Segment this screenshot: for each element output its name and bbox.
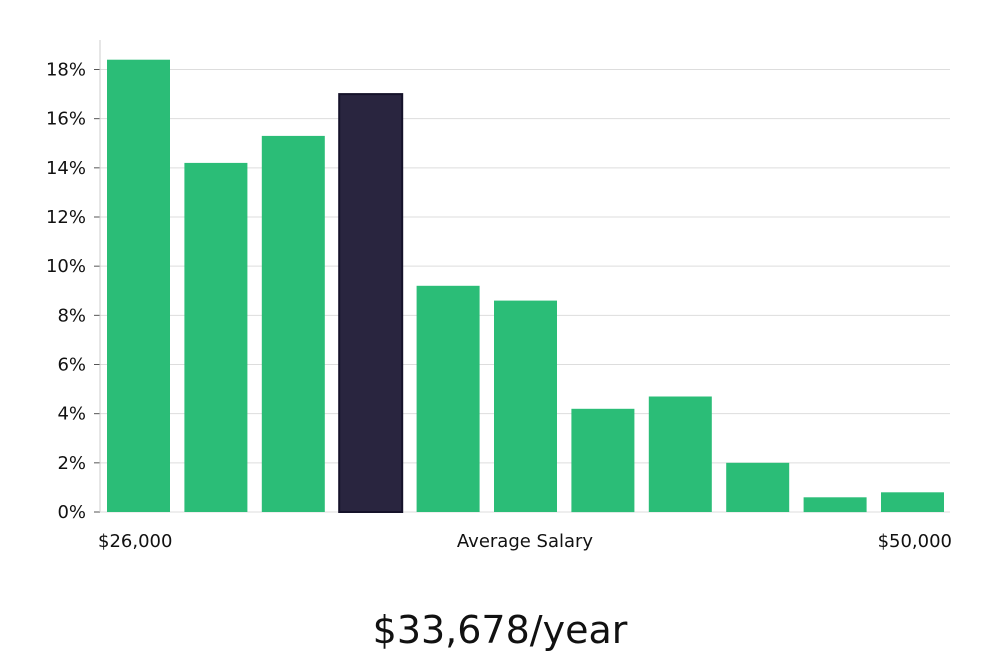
x-axis-end-label: $50,000 — [878, 531, 952, 552]
x-axis-title: Average Salary — [457, 531, 594, 552]
y-tick-label: 6% — [57, 355, 86, 376]
y-tick-label: 4% — [57, 404, 86, 425]
y-tick-label: 14% — [46, 158, 86, 179]
histogram-bar — [261, 135, 325, 512]
salary-histogram: 0% 2% 4% 6% 8% 10% 12% 14% 16% 18% $26,000 Averag… — [46, 40, 952, 552]
x-axis-start-label: $26,000 — [98, 531, 172, 552]
histogram-bar — [726, 462, 790, 512]
y-tick-label: 18% — [46, 60, 86, 81]
y-tick-label: 8% — [57, 305, 86, 326]
histogram-bar — [881, 492, 944, 512]
histogram-bar — [648, 396, 712, 512]
average-salary-headline: $33,678/year — [372, 608, 628, 652]
y-tick-label: 10% — [46, 256, 86, 277]
bars — [107, 59, 944, 513]
y-tick-label: 2% — [57, 453, 86, 474]
histogram-bar — [803, 497, 867, 513]
y-tick-label: 12% — [46, 207, 86, 228]
histogram-bar — [107, 59, 170, 512]
y-tick-label: 16% — [46, 109, 86, 130]
histogram-bar — [184, 162, 248, 512]
highlighted-bar — [338, 93, 404, 513]
y-tick-label: 0% — [57, 502, 86, 523]
histogram-bar — [571, 408, 635, 513]
histogram-bar — [416, 285, 480, 512]
y-axis-ticks: 0% 2% 4% 6% 8% 10% 12% 14% 16% 18% — [46, 60, 100, 523]
histogram-bar — [494, 300, 557, 512]
